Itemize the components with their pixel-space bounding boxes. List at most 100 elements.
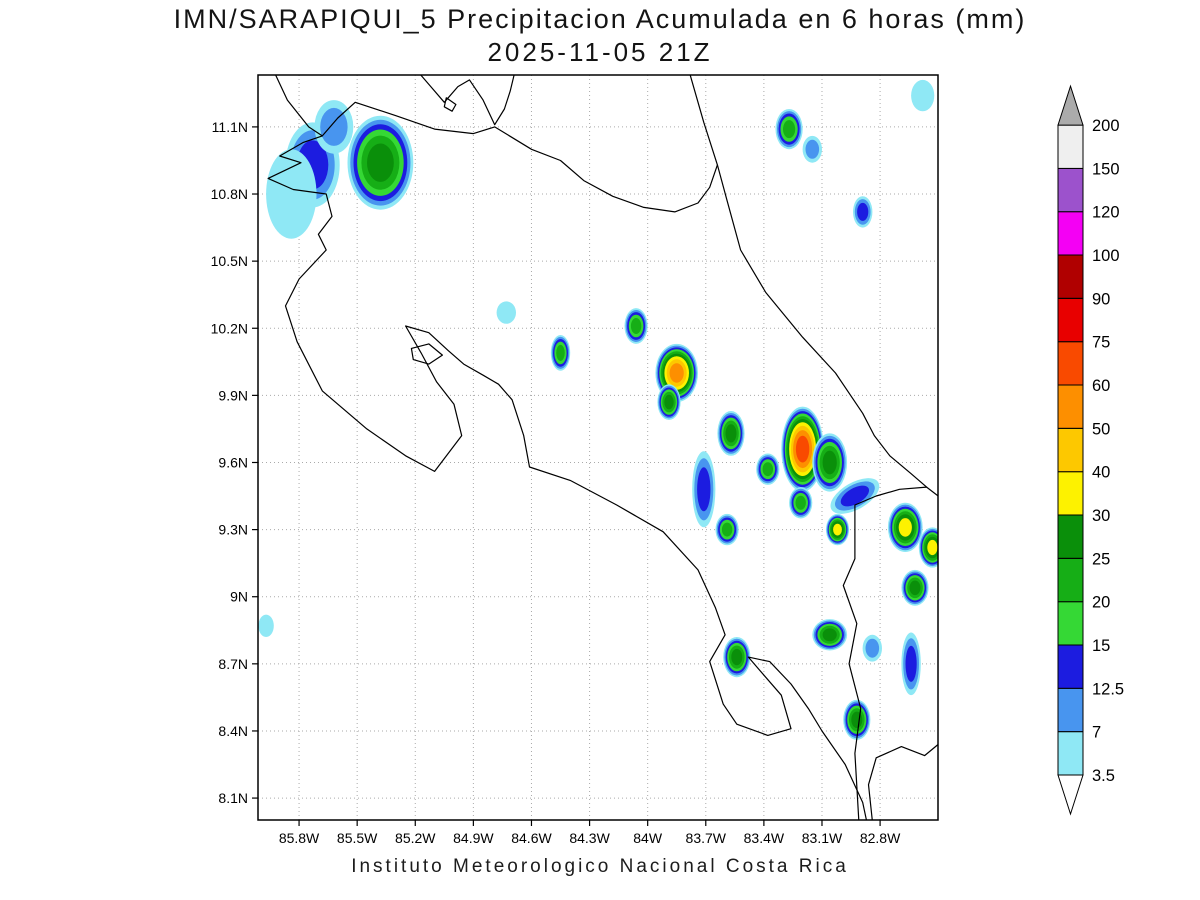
colorbar: 3.5 7 12.5 15 20 25 30 40 50 60 75 90 100 120 150 200 (1057, 84, 1124, 816)
colorbar-segment (1057, 557, 1084, 603)
lon-tick-label: 84.3W (569, 830, 610, 846)
precip-cell-ring (697, 467, 711, 512)
colorbar-label: 40 (1092, 464, 1110, 482)
precip-cell-ring (857, 202, 869, 221)
precip-cell-ring (762, 462, 773, 477)
precip-cell-ring (795, 495, 806, 510)
coastlines (267, 75, 938, 820)
lon-tick-label: 84.6W (511, 830, 552, 846)
coastline-chira-island (410, 343, 443, 365)
colorbar-segment (1057, 341, 1084, 386)
lon-tick-label: 83.7W (686, 830, 727, 846)
colorbar-segment (1057, 254, 1084, 299)
precip-cell-ring (367, 143, 394, 182)
lat-tick-label: 9.6N (218, 454, 248, 470)
colorbar-label: 120 (1092, 204, 1120, 222)
lat-tick-label: 10.8N (211, 186, 248, 202)
chart-title: IMN/SARAPIQUI_5 Precipitacion Acumulada … (173, 4, 1027, 34)
precip-cell-ring (795, 435, 810, 463)
precip-cell-ring (669, 363, 684, 383)
colorbar-segment (1057, 124, 1084, 169)
colorbar-label: 15 (1092, 637, 1110, 655)
precip-cell-ring (865, 638, 880, 658)
lon-tick-label: 84.9W (453, 830, 494, 846)
precip-cell-ring (851, 711, 863, 728)
colorbar-segment (1057, 427, 1084, 473)
colorbar-label: 20 (1092, 594, 1110, 612)
grid (258, 75, 938, 820)
colorbar-segment (1057, 514, 1084, 559)
colorbar-label: 50 (1092, 420, 1110, 438)
colorbar-segment (1057, 731, 1084, 776)
coastline-lake-nicaragua-shore (420, 75, 515, 126)
colorbar-label: 90 (1092, 290, 1110, 308)
precip-cell-ring (630, 318, 642, 334)
precip-cell-ring (905, 645, 917, 682)
precip-cell-ring (496, 301, 516, 324)
lat-tick-label: 9.9N (218, 387, 248, 403)
colorbar-segment (1057, 601, 1084, 646)
colorbar-segment (1057, 644, 1084, 689)
precip-cells (258, 79, 938, 740)
precip-cell-ring (725, 424, 737, 443)
precip-cell-ring (258, 614, 274, 637)
coastline-caribbean-coast (689, 75, 938, 497)
lon-tick-label: 83.4W (744, 830, 785, 846)
colorbar-over-triangle (1057, 84, 1084, 126)
precip-cell-ring (911, 79, 935, 112)
precip-cell-ring (898, 518, 912, 537)
colorbar-under-triangle (1057, 774, 1084, 816)
footer-caption: Instituto Meteorologico Nacional Costa R… (351, 856, 849, 877)
precip-cell-ring (266, 149, 317, 239)
coastline-pacific-coast (267, 75, 868, 820)
lon-tick-label: 85.2W (395, 830, 436, 846)
precip-cell-ring (927, 539, 938, 556)
lon-tick-label: 84W (633, 830, 663, 846)
lat-tick-label: 10.2N (211, 320, 248, 336)
colorbar-segment (1057, 384, 1084, 429)
colorbar-segment (1057, 211, 1084, 256)
colorbar-label: 150 (1092, 160, 1120, 178)
title-block: IMN/SARAPIQUI_5 Precipitacion Acumulada … (0, 4, 1200, 68)
colorbar-label: 25 (1092, 550, 1110, 568)
lon-tick-label: 85.5W (337, 830, 378, 846)
plot-frame (257, 74, 939, 821)
colorbar-label: 75 (1092, 334, 1110, 352)
colorbar-segment (1057, 167, 1084, 213)
lat-tick-label: 10.5N (211, 253, 248, 269)
colorbar-label: 200 (1092, 117, 1120, 135)
coastline-burica-east-coast (867, 743, 938, 820)
precip-cell-ring (731, 648, 743, 666)
colorbar-segment (1057, 297, 1084, 343)
colorbar-label: 12.5 (1092, 680, 1124, 698)
precip-cell-ring (840, 485, 870, 507)
precip-cell-ring (721, 522, 733, 537)
colorbar-label: 3.5 (1092, 767, 1115, 785)
precip-cell-ring (664, 394, 674, 410)
precip-cell-ring (805, 139, 820, 159)
lat-tick-label: 11.1N (212, 119, 248, 135)
coastline-lake-island (443, 97, 457, 112)
lat-tick-label: 8.4N (218, 723, 248, 739)
lat-tick-label: 8.1N (218, 790, 248, 806)
colorbar-label: 30 (1092, 507, 1110, 525)
lat-tick-label: 9N (230, 589, 248, 605)
lat-tick-label: 8.7N (218, 656, 248, 672)
chart-subtitle: 2025-11-05 21Z (487, 37, 713, 67)
precip-cell-ring (822, 450, 837, 475)
coastline-border-panama (842, 486, 928, 820)
colorbar-label: 7 (1092, 724, 1101, 742)
precip-cell-ring (822, 628, 837, 642)
precip-cell-ring (909, 580, 921, 596)
axes: 11.1N 10.8N 10.5N 10.2N 9.9N 9.6N 9.3N 9N 8.7N 8.… (211, 119, 901, 846)
precip-cell-ring (556, 344, 565, 361)
colorbar-label: 60 (1092, 377, 1110, 395)
lon-tick-label: 83.1W (802, 830, 843, 846)
colorbar-label: 100 (1092, 247, 1120, 265)
colorbar-segment (1057, 471, 1084, 516)
lon-tick-label: 85.8W (279, 830, 320, 846)
precip-cell-ring (833, 523, 842, 536)
coastline-border-nicaragua (321, 101, 718, 213)
